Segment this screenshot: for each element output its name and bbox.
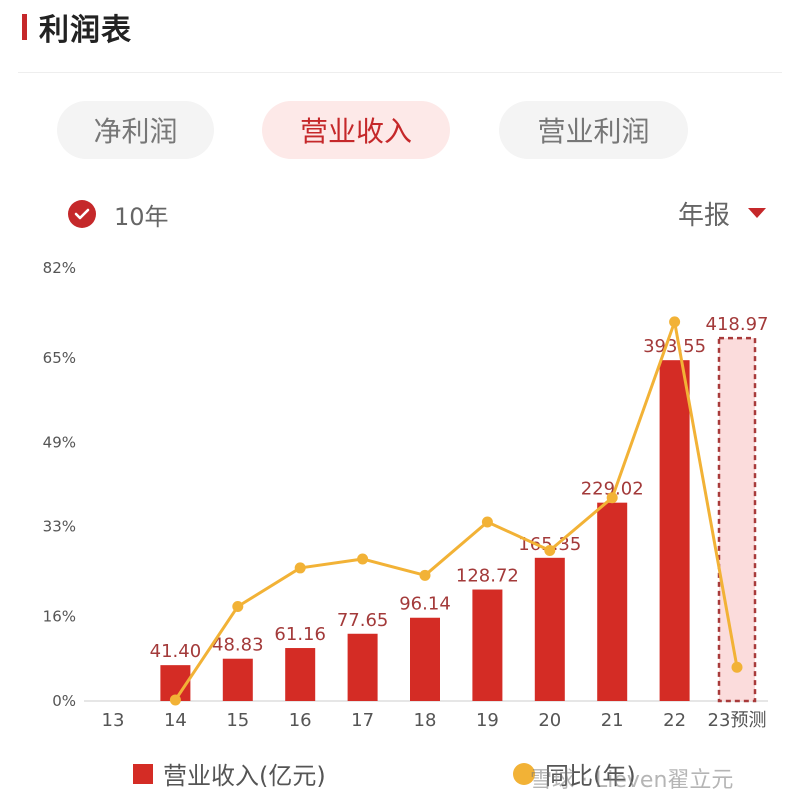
bar-value-label: 229.02 (581, 479, 644, 500)
x-tick-label: 14 (164, 710, 187, 731)
x-tick-label: 18 (414, 710, 437, 731)
revenue-bar (534, 557, 565, 701)
y-tick-label: 82% (43, 259, 76, 277)
y-tick-label: 49% (43, 433, 76, 451)
watermark-text: 雪球 · Lieven翟立元 (530, 768, 734, 793)
header-divider (18, 72, 782, 73)
x-tick-label: 23预测 (708, 710, 767, 731)
bar-value-label: 77.65 (337, 610, 389, 631)
revenue-bar (597, 502, 628, 701)
x-tick-label: 21 (601, 710, 624, 731)
tab-operating-profit[interactable]: 营业利润 (499, 101, 688, 159)
y-tick-label: 33% (43, 518, 76, 536)
legend-item-yoy[interactable]: 同比(年) (513, 756, 636, 791)
x-tick-label: 19 (476, 710, 499, 731)
tab-net-profit[interactable]: 净利润 (57, 101, 214, 159)
y-tick-label: 0% (52, 692, 76, 710)
legend-item-revenue[interactable]: 营业收入(亿元) (133, 756, 326, 791)
yoy-point (232, 600, 244, 612)
revenue-bar (410, 617, 440, 701)
bar-value-label: 41.40 (150, 641, 202, 662)
yoy-point (669, 316, 681, 328)
checkmark-glyph (74, 208, 90, 220)
chevron-down-icon[interactable] (748, 208, 766, 218)
revenue-bar (659, 360, 690, 701)
y-tick-label: 65% (43, 349, 76, 367)
period-label: 年报 (677, 200, 730, 231)
bar-value-label: 48.83 (212, 635, 264, 656)
page-title-bar: 利润表 (22, 10, 132, 48)
yoy-point (606, 492, 618, 504)
bar-value-label: 418.97 (706, 314, 769, 335)
revenue-bar (285, 648, 316, 701)
legend-bar-swatch (133, 763, 153, 784)
x-tick-label: 16 (289, 710, 312, 731)
range-label: 10年 (114, 202, 169, 231)
yoy-point (481, 516, 493, 528)
bar-value-label: 96.14 (399, 594, 451, 615)
metric-tabs: 净利润 营业收入 营业利润 (0, 101, 800, 159)
yoy-point (294, 562, 306, 574)
y-tick-label: 16% (43, 608, 76, 626)
bar-value-label: 128.72 (456, 566, 519, 587)
legend-bar-label: 营业收入(亿元) (163, 762, 326, 790)
x-tick-label: 20 (538, 710, 561, 731)
forecast-bar (717, 336, 757, 703)
x-tick-label: 22 (663, 710, 686, 731)
bar-value-label: 61.16 (274, 624, 326, 645)
x-tick-label: 15 (226, 710, 249, 731)
revenue-bar (472, 589, 503, 701)
check-icon[interactable] (68, 200, 96, 228)
x-tick-label: 17 (351, 710, 374, 731)
legend-line-label: 同比(年) (545, 762, 636, 790)
tab-revenue[interactable]: 营业收入 (262, 101, 450, 159)
revenue-bar (347, 633, 378, 701)
title-accent-mark (22, 14, 27, 40)
yoy-point (419, 569, 431, 581)
legend-line-swatch (513, 762, 535, 785)
revenue-chart: 0% 16% 33% 49% 65% 82% 13 14 15 16 17 18 19 20 21 22 23预… (43, 259, 769, 731)
chart-legend: 营业收入(亿元) 同比(年) (0, 752, 800, 792)
range-option[interactable]: 10年 (68, 197, 169, 231)
yoy-line (174, 320, 739, 701)
page-title: 利润表 (39, 13, 132, 48)
period-dropdown[interactable]: 年报 (678, 195, 766, 231)
yoy-point (544, 545, 556, 557)
yoy-point (169, 694, 181, 706)
x-tick-label: 13 (102, 710, 125, 731)
revenue-bar (222, 658, 253, 701)
bar-value-label: 393.55 (643, 336, 706, 357)
yoy-point (731, 661, 743, 673)
yoy-point (357, 553, 369, 565)
